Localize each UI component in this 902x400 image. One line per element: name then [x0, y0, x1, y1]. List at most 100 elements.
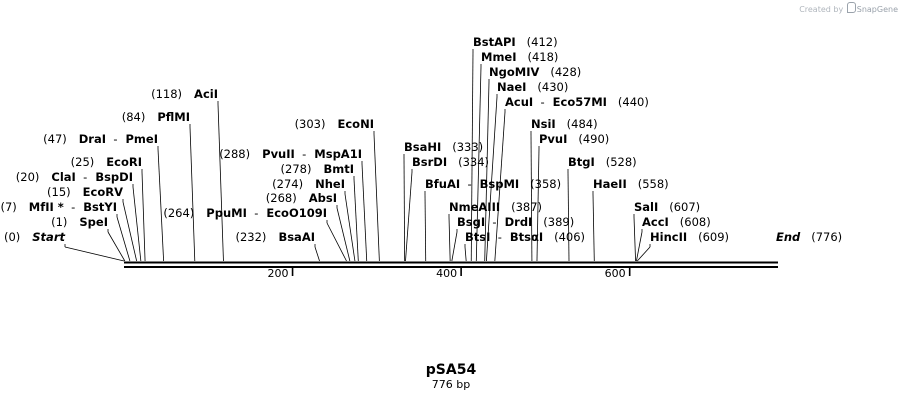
site-label: (47) DraI - PmeI — [43, 132, 158, 146]
site-position: (84) — [122, 110, 146, 124]
site-leader — [451, 231, 458, 262]
site-label: BstAPI (412) — [473, 35, 558, 49]
site-position: (412) — [516, 35, 558, 49]
site-label: AccI (608) — [642, 215, 711, 229]
site-leader — [336, 207, 351, 262]
site-position: (430) — [526, 80, 568, 94]
site-leader — [592, 193, 595, 262]
site-leader — [405, 171, 413, 262]
site-label: (15) EcoRV — [47, 185, 123, 199]
site-leader — [470, 51, 474, 262]
site-position: (7) — [0, 200, 16, 214]
ruler-ticks: 200 400 600 — [268, 266, 631, 280]
enzyme-name: BsrDI — [412, 155, 447, 169]
site-leader — [486, 96, 498, 262]
site-position: (358) — [519, 177, 561, 191]
backbone-top-strand — [124, 261, 778, 264]
map-terminus: End — [776, 230, 801, 244]
snapgene-logo-icon — [846, 2, 856, 13]
enzyme-name: BsaAI — [266, 230, 315, 244]
site-position: (558) — [627, 177, 669, 191]
site-position: (484) — [556, 117, 598, 131]
site-position: (334) — [447, 155, 489, 169]
site-leader — [344, 193, 356, 262]
site-position: (428) — [539, 65, 581, 79]
enzyme-name: EcoRI — [94, 155, 142, 169]
snapgene-credit: Created by SnapGene — [799, 2, 898, 14]
enzyme-name: EcoO109I — [258, 206, 327, 220]
site-label: SalI (607) — [634, 200, 700, 214]
site-leader — [636, 231, 643, 262]
site-label: NgoMIV (428) — [489, 65, 581, 79]
site-leader — [424, 193, 427, 262]
site-label: BfuAI - BspMI (358) — [425, 177, 561, 191]
credit-brand: SnapGene — [856, 5, 898, 14]
enzyme-name: HaeII — [593, 177, 627, 191]
enzyme-name: AciI — [182, 87, 218, 101]
site-leader — [314, 246, 320, 262]
site-position: (25) — [71, 155, 95, 169]
enzyme-separator: - — [106, 132, 117, 146]
enzyme-separator: - — [76, 170, 87, 184]
enzyme-separator: - — [533, 95, 544, 109]
site-label: End (776) — [776, 230, 842, 244]
site-position: (607) — [658, 200, 700, 214]
site-leader — [132, 186, 142, 262]
enzyme-name: BspMI — [472, 177, 520, 191]
site-leader — [448, 216, 451, 262]
site-label: (7) MfII * - BstYI — [0, 200, 117, 214]
ruler-tick-label: 200 — [268, 267, 289, 280]
enzyme-name: NgoMIV — [489, 65, 539, 79]
site-label: (84) PflMI — [122, 110, 190, 124]
site-label: NaeI (430) — [497, 80, 568, 94]
enzyme-name: BmtI — [311, 162, 354, 176]
site-label: (118) AciI — [151, 87, 218, 101]
site-position: (47) — [43, 132, 67, 146]
site-label: AcuI - Eco57MI (440) — [505, 95, 649, 109]
enzyme-name: PvuI — [539, 132, 567, 146]
site-leader — [122, 201, 138, 262]
site-leader — [536, 148, 540, 262]
enzyme-name: PmeI — [118, 132, 159, 146]
site-position: (389) — [532, 215, 574, 229]
site-leader — [494, 111, 506, 262]
enzyme-name: EcoRV — [71, 185, 123, 199]
site-leader — [361, 163, 368, 262]
enzyme-name: DrdI — [497, 215, 533, 229]
site-label: NmeAIII (387) — [449, 200, 542, 214]
site-position: (418) — [517, 50, 559, 64]
plasmid-backbone — [124, 261, 778, 268]
site-label: BtsI - BtsαI (406) — [465, 230, 585, 244]
site-leader — [189, 126, 196, 262]
enzyme-name: HincII — [650, 230, 687, 244]
enzyme-name: MspA1I — [306, 147, 362, 161]
site-label: (232) BsaAI — [236, 230, 316, 244]
enzyme-name: EcoNI — [326, 117, 375, 131]
ruler-tick-label: 400 — [436, 267, 457, 280]
enzyme-name: MfII * — [17, 200, 64, 214]
plasmid-length: 776 bp — [432, 378, 470, 391]
site-position: (440) — [607, 95, 649, 109]
site-label: (25) EcoRI — [71, 155, 142, 169]
site-position: (15) — [47, 185, 71, 199]
site-label: (20) ClaI - BspDI — [16, 170, 133, 184]
site-label: (303) EcoNI — [295, 117, 374, 131]
enzyme-separator: - — [490, 230, 501, 244]
map-terminus: Start — [20, 230, 65, 244]
site-label: (274) NheI — [272, 177, 345, 191]
site-position: (490) — [567, 132, 609, 146]
enzyme-name: PvuII — [250, 147, 295, 161]
site-label: PvuI (490) — [539, 132, 609, 146]
site-leader — [326, 222, 347, 262]
enzyme-name: NaeI — [497, 80, 526, 94]
site-position: (387) — [500, 200, 542, 214]
enzyme-name: PflMI — [145, 110, 190, 124]
enzyme-name: BsgI — [457, 215, 485, 229]
site-label: (0) Start — [4, 230, 66, 244]
site-label: (264) PpuMI - EcoO109I — [163, 206, 327, 220]
enzyme-name: BstYI — [75, 200, 117, 214]
site-leader — [353, 178, 359, 262]
site-leader — [107, 231, 126, 262]
site-position: (268) — [266, 191, 297, 205]
site-leader — [633, 216, 636, 262]
